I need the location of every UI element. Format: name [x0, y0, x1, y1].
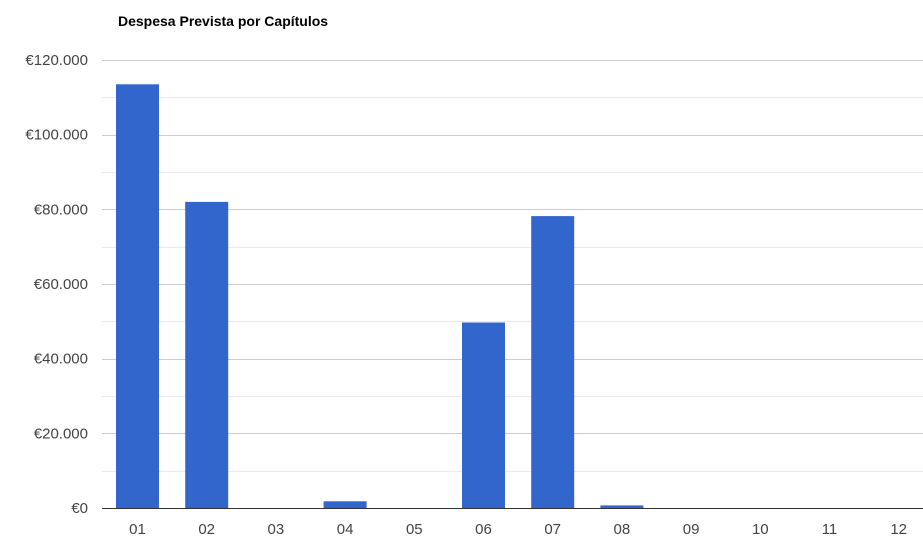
x-axis-tick-labels: 01 02 03 04 05 06 07 08 09 10 11 12 [129, 521, 907, 538]
x-tick-label-04: 04 [337, 521, 354, 537]
bar-08[interactable] [600, 505, 644, 508]
y-tick-label: €60.000 [34, 276, 88, 293]
x-tick-label-06: 06 [475, 521, 492, 537]
bar-07[interactable] [531, 216, 575, 508]
x-tick-label-03: 03 [268, 521, 285, 537]
bars [116, 84, 644, 509]
x-tick-label-05: 05 [406, 521, 423, 537]
bar-01[interactable] [116, 84, 159, 509]
y-tick-label: €0 [71, 500, 88, 517]
y-tick-label: €40.000 [34, 351, 88, 368]
x-tick-label-10: 10 [752, 521, 769, 537]
x-tick-label-01: 01 [129, 521, 146, 537]
y-tick-label: €20.000 [34, 425, 88, 442]
y-tick-label: €120.000 [25, 52, 88, 69]
x-tick-label-07: 07 [544, 521, 561, 537]
x-tick-label-09: 09 [683, 521, 700, 537]
bar-04[interactable] [323, 501, 367, 508]
y-tick-label: €80.000 [34, 201, 88, 218]
x-tick-label-11: 11 [822, 521, 838, 537]
x-tick-label-12: 12 [890, 521, 907, 537]
grid-lines [102, 60, 923, 472]
bar-06[interactable] [462, 322, 505, 509]
y-tick-label: €100.000 [25, 127, 88, 144]
x-tick-label-02: 02 [198, 521, 215, 537]
bar-02[interactable] [185, 201, 229, 508]
y-axis-tick-labels: €0 €20.000 €40.000 €60.000 €80.000 €100.000 €1… [25, 52, 88, 517]
chart-title: Despesa Prevista por Capítulos [118, 13, 328, 29]
x-tick-label-08: 08 [614, 521, 631, 537]
